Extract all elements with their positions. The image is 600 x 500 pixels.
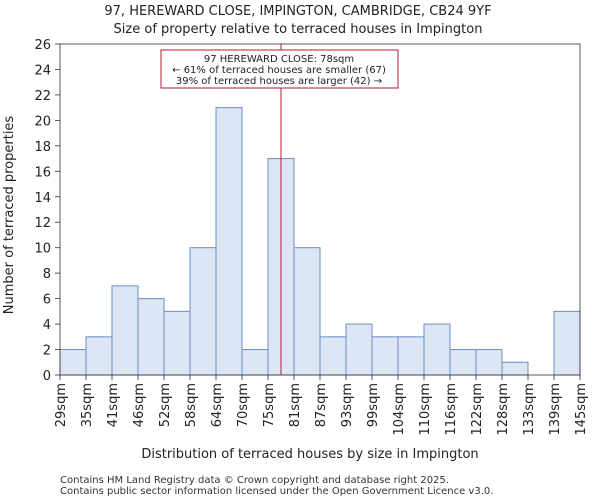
bar-99sqm: [371, 336, 399, 376]
x-tick-label-87sqm: 87sqm: [314, 383, 329, 427]
annotation-line-1: 97 HEREWARD CLOSE: 78sqm: [204, 54, 354, 65]
y-tick-label-24: 24: [34, 63, 51, 78]
annotation-line-2: ← 61% of terraced houses are smaller (67…: [172, 65, 386, 76]
y-tick-label-12: 12: [34, 216, 51, 231]
y-tick-label-8: 8: [43, 267, 51, 282]
y-tick-label-2: 2: [43, 344, 51, 359]
x-tick-label-110sqm: 110sqm: [418, 383, 433, 436]
plot-frame: [59, 43, 581, 376]
bar-122sqm: [475, 349, 503, 376]
bar-87sqm: [319, 336, 347, 376]
chart-subtitle: Size of property relative to terraced ho…: [114, 22, 483, 37]
y-tick-label-18: 18: [34, 140, 51, 155]
x-tick-label-93sqm: 93sqm: [340, 383, 355, 427]
bar-41sqm: [111, 285, 139, 376]
footer-line-2: Contains public sector information licen…: [60, 486, 493, 497]
x-axis-label: Distribution of terraced houses by size …: [141, 447, 478, 462]
bar-93sqm: [345, 323, 373, 376]
x-tick-label-99sqm: 99sqm: [366, 383, 381, 427]
x-tick-label-122sqm: 122sqm: [470, 383, 485, 436]
y-tick-label-14: 14: [34, 191, 51, 206]
annotation-box: 97 HEREWARD CLOSE: 78sqm ← 61% of terrac…: [160, 49, 399, 89]
y-tick-label-0: 0: [43, 369, 51, 384]
bar-58sqm: [189, 247, 217, 376]
y-tick-label-22: 22: [34, 89, 51, 104]
y-tick-label-6: 6: [43, 293, 51, 308]
bar-81sqm: [293, 247, 321, 376]
bar-104sqm: [397, 336, 425, 376]
annotation-border: [160, 49, 399, 89]
x-tick-label-128sqm: 128sqm: [496, 383, 511, 436]
x-tick-label-145sqm: 145sqm: [574, 383, 589, 436]
y-tick-label-20: 20: [34, 114, 51, 129]
x-tick-label-75sqm: 75sqm: [262, 383, 277, 427]
x-tick-label-58sqm: 58sqm: [184, 383, 199, 427]
y-axis-label: Number of terraced properties: [2, 116, 17, 315]
x-tick-label-104sqm: 104sqm: [392, 383, 407, 436]
bar-64sqm: [215, 107, 243, 376]
x-tick-label-64sqm: 64sqm: [210, 383, 225, 427]
bar-35sqm: [85, 336, 113, 376]
bar-128sqm: [501, 361, 529, 376]
bar-52sqm: [163, 310, 191, 376]
bar-29sqm: [59, 349, 87, 376]
y-tick-label-10: 10: [34, 242, 51, 257]
bar-139sqm: [553, 310, 581, 376]
bar-110sqm: [423, 323, 451, 376]
chart-title: 97, HEREWARD CLOSE, IMPINGTON, CAMBRIDGE…: [104, 4, 491, 19]
bar-116sqm: [449, 349, 477, 376]
y-tick-label-26: 26: [34, 38, 51, 53]
bar-70sqm: [241, 349, 269, 376]
x-tick-label-46sqm: 46sqm: [132, 383, 147, 427]
y-tick-label-16: 16: [34, 165, 51, 180]
x-tick-label-35sqm: 35sqm: [80, 383, 95, 427]
footer-line-1: Contains HM Land Registry data © Crown c…: [60, 475, 449, 486]
x-tick-label-116sqm: 116sqm: [444, 383, 459, 436]
annotation-line-3: 39% of terraced houses are larger (42) →: [176, 76, 382, 87]
x-axis: 29sqm 35sqm 41sqm 46sqm 52sqm 58sqm 64sqm 70sqm…: [54, 375, 589, 436]
y-tick-label-4: 4: [43, 318, 51, 333]
x-tick-label-139sqm: 139sqm: [548, 383, 563, 436]
x-tick-label-52sqm: 52sqm: [158, 383, 173, 427]
x-tick-label-133sqm: 133sqm: [522, 383, 537, 436]
bar-46sqm: [137, 298, 165, 376]
x-tick-label-41sqm: 41sqm: [106, 383, 121, 427]
x-tick-label-29sqm: 29sqm: [54, 383, 69, 427]
x-tick-label-81sqm: 81sqm: [288, 383, 303, 427]
x-tick-label-70sqm: 70sqm: [236, 383, 251, 427]
bars-group: [59, 107, 581, 376]
